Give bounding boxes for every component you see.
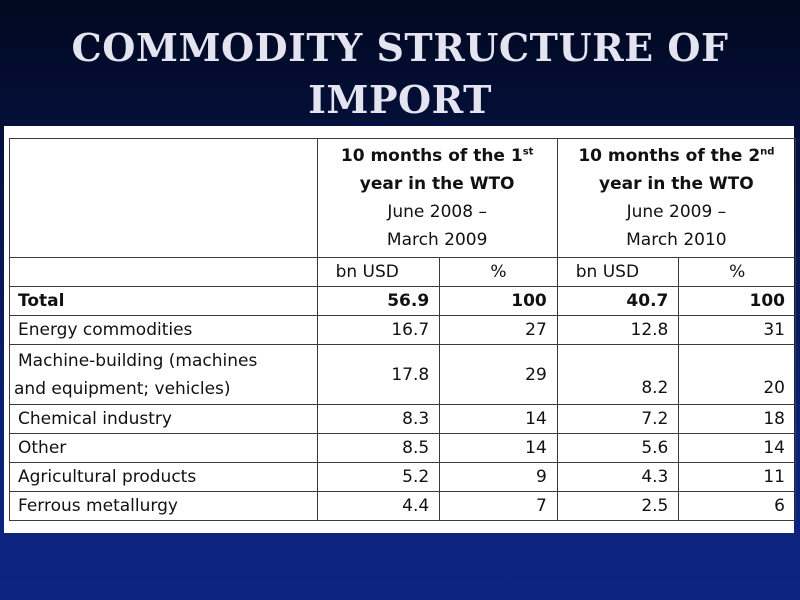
- period-1-header: 10 months of the 1st year in the WTO Jun…: [316, 138, 558, 258]
- import-table-panel: 10 months of the 1st year in the WTO Jun…: [4, 126, 797, 533]
- cell-pct-2: 14: [678, 433, 796, 463]
- table-row: Other 8.5 14 5.6 14: [9, 433, 796, 463]
- cell-bn-usd-1: 8.3: [316, 404, 441, 434]
- cell-pct-1: 100: [439, 286, 558, 316]
- period-2-line-2: year in the WTO: [599, 174, 754, 194]
- period-2-header: 10 months of the 2nd year in the WTO Jun…: [556, 138, 797, 258]
- period-2-line-1: 10 months of the 2: [578, 146, 761, 166]
- slide-title-line-2: IMPORT: [308, 77, 492, 122]
- cell-pct-1: 14: [439, 404, 558, 434]
- header-blank-cell: [9, 138, 318, 258]
- cell-pct-2: 18: [678, 404, 796, 434]
- row-label: Energy commodities: [9, 315, 318, 345]
- table-row: Energy commodities 16.7 27 12.8 31: [9, 315, 796, 345]
- unit-bn-usd-1: bn USD: [316, 257, 441, 287]
- slide-title-line-1: COMMODITY STRUCTURE OF: [71, 25, 729, 70]
- row-label-line-1: Machine-building (machines: [18, 350, 258, 371]
- row-label-line-2: and equipment; vehicles): [14, 378, 231, 399]
- table-row-total: Total 56.9 100 40.7 100: [9, 286, 796, 316]
- cell-bn-usd-2: 5.6: [556, 433, 680, 463]
- unit-pct-2: %: [678, 257, 796, 287]
- period-2-line-3: June 2009 –: [626, 202, 727, 222]
- period-1-line-4: March 2009: [386, 230, 488, 250]
- period-1-title: 10 months of the 1st: [324, 142, 551, 170]
- row-label: Total: [9, 286, 318, 316]
- slide-title: COMMODITY STRUCTURE OF IMPORT: [0, 22, 800, 126]
- table-row: Chemical industry 8.3 14 7.2 18: [9, 404, 796, 434]
- row-label: Other: [9, 433, 318, 463]
- table-row: Machine-building (machines and equipment…: [9, 344, 796, 405]
- cell-pct-1: 7: [439, 491, 558, 521]
- row-label: Ferrous metallurgy: [9, 491, 318, 521]
- row-label: Chemical industry: [9, 404, 318, 434]
- table-row: Ferrous metallurgy 4.4 7 2.5 6: [9, 491, 796, 521]
- import-structure-table: 10 months of the 1st year in the WTO Jun…: [9, 138, 797, 521]
- period-2-title: 10 months of the 2nd: [564, 142, 789, 170]
- cell-bn-usd-2: 2.5: [556, 491, 680, 521]
- period-2-line-4: March 2010: [626, 230, 727, 250]
- cell-bn-usd-1: 4.4: [316, 491, 441, 521]
- period-1-sup: st: [522, 146, 534, 158]
- period-2-sup: nd: [760, 146, 775, 158]
- cell-bn-usd-1: 16.7: [316, 315, 441, 345]
- cell-bn-usd-1: 17.8: [316, 344, 441, 405]
- period-1-line-3: June 2008 –: [387, 202, 487, 222]
- cell-pct-1: 27: [439, 315, 558, 345]
- row-label: Agricultural products: [9, 462, 318, 492]
- period-1-line-2: year in the WTO: [359, 174, 515, 194]
- cell-bn-usd-1: 56.9: [316, 286, 441, 316]
- cell-bn-usd-2: 7.2: [556, 404, 680, 434]
- unit-blank-cell: [9, 257, 318, 287]
- cell-bn-usd-2: 12.8: [556, 315, 680, 345]
- cell-pct-2: 100: [678, 286, 796, 316]
- row-label: Machine-building (machines and equipment…: [9, 344, 318, 405]
- period-header-row: 10 months of the 1st year in the WTO Jun…: [9, 138, 797, 258]
- unit-bn-usd-2: bn USD: [556, 257, 680, 287]
- cell-bn-usd-2: 40.7: [556, 286, 680, 316]
- cell-pct-2: 31: [678, 315, 796, 345]
- cell-pct-2: 20: [678, 344, 796, 405]
- cell-bn-usd-1: 5.2: [316, 462, 441, 492]
- cell-pct-1: 9: [439, 462, 558, 492]
- unit-header-row: bn USD % bn USD %: [9, 257, 796, 287]
- cell-bn-usd-2: 4.3: [556, 462, 680, 492]
- unit-pct-1: %: [439, 257, 558, 287]
- cell-bn-usd-1: 8.5: [316, 433, 441, 463]
- cell-pct-1: 14: [439, 433, 558, 463]
- cell-pct-2: 11: [678, 462, 796, 492]
- cell-bn-usd-2: 8.2: [556, 344, 680, 405]
- cell-pct-2: 6: [678, 491, 796, 521]
- cell-pct-1: 29: [439, 344, 558, 405]
- table-row: Agricultural products 5.2 9 4.3 11: [9, 462, 796, 492]
- period-1-line-1: 10 months of the 1: [340, 146, 523, 166]
